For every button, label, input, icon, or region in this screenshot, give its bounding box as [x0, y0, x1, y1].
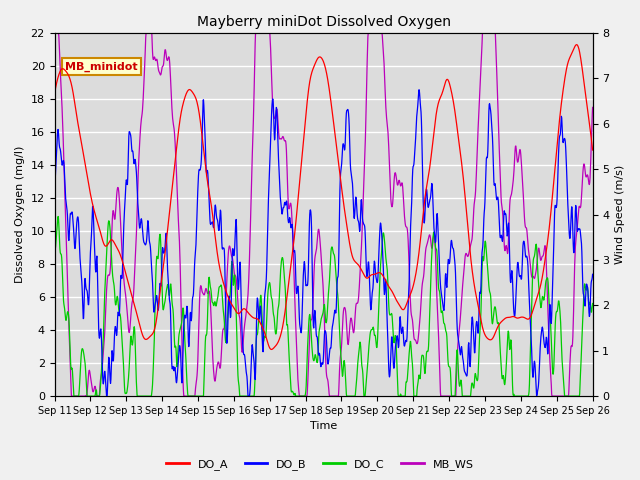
Title: Mayberry miniDot Dissolved Oxygen: Mayberry miniDot Dissolved Oxygen	[196, 15, 451, 29]
Y-axis label: Wind Speed (m/s): Wind Speed (m/s)	[615, 165, 625, 264]
Legend: DO_A, DO_B, DO_C, MB_WS: DO_A, DO_B, DO_C, MB_WS	[162, 455, 478, 474]
X-axis label: Time: Time	[310, 421, 337, 432]
Y-axis label: Dissolved Oxygen (mg/l): Dissolved Oxygen (mg/l)	[15, 146, 25, 283]
Text: MB_minidot: MB_minidot	[65, 61, 138, 72]
